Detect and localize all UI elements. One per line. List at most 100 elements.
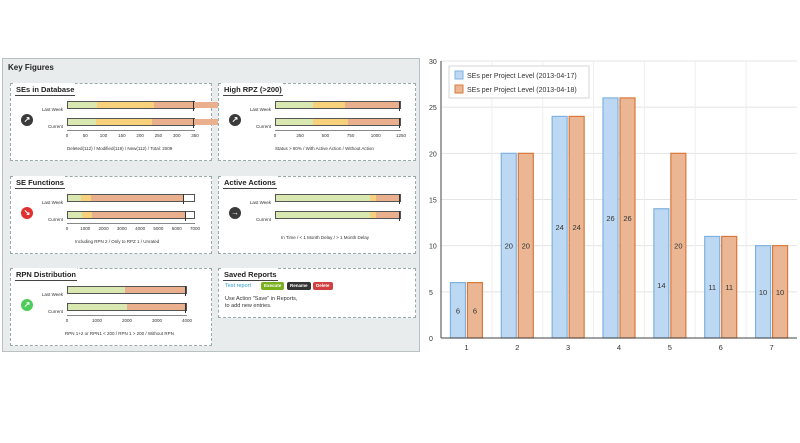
- target-marker: [398, 194, 400, 204]
- bar-segment: [345, 102, 400, 108]
- se-functions-caption: Including RPN 2 / Only to RPZ 1 / Unrate…: [75, 239, 160, 244]
- bar-segment: [376, 212, 400, 218]
- axis-tick-label: 3000: [116, 226, 127, 231]
- bar-segment: [370, 212, 377, 218]
- ses-caption: Deleted(112) / Modified(119) / New(112) …: [67, 146, 173, 151]
- axis-tick-label: 1000: [91, 318, 103, 323]
- bar-segment: [68, 212, 82, 218]
- bar-value-label: 11: [708, 283, 716, 292]
- bar-value-label: 6: [456, 306, 460, 315]
- axis-tick-label: 1000: [80, 226, 91, 231]
- bar-segment: [313, 102, 346, 108]
- bar-value-label: 24: [555, 223, 563, 232]
- target-marker: [398, 211, 400, 221]
- axis-tick-label: 250: [296, 133, 304, 138]
- current-bar: [275, 118, 401, 128]
- trend-arrow-icon: ↗: [229, 114, 241, 126]
- target-marker: [398, 118, 400, 128]
- bar-value-label: 20: [522, 242, 530, 251]
- x-tick-label: 1: [464, 343, 468, 352]
- grid: [441, 60, 797, 339]
- bar-segment: [276, 119, 314, 125]
- bar-value-label: 6: [473, 306, 477, 315]
- bar-value-label: 11: [725, 283, 733, 292]
- bar-value-label: 14: [657, 281, 665, 290]
- axis-tick-label: 1250: [395, 133, 407, 138]
- current-bar: [275, 211, 401, 221]
- axis-tick-label: 7000: [189, 226, 201, 231]
- axis-line: [67, 130, 195, 131]
- target-marker: [182, 194, 184, 204]
- legend-swatch: [454, 84, 464, 94]
- bar-segment: [68, 119, 96, 125]
- bar-segment: [313, 119, 348, 125]
- axis-tick-label: 350: [191, 133, 199, 138]
- last-week-bar: [67, 101, 223, 111]
- trend-down-icon: ↘: [21, 207, 33, 219]
- axis-tick-label: 2000: [121, 318, 133, 323]
- axis-tick-label: 150: [118, 133, 126, 138]
- target-marker: [184, 303, 186, 313]
- bar-segment: [153, 102, 223, 108]
- active-actions-box: Active Actions → Last Week Current In Ti…: [218, 176, 416, 254]
- bar: [653, 208, 670, 339]
- bar-segment: [96, 102, 154, 108]
- bar-value-label: 10: [759, 288, 767, 297]
- current-label: Current: [47, 217, 63, 222]
- bar-segment: [90, 195, 184, 201]
- last-week-bar: [275, 101, 401, 111]
- axis-tick-label: 250: [154, 133, 163, 138]
- bar-value-label: 26: [606, 214, 614, 223]
- key-figures-title: Key Figures: [8, 63, 54, 72]
- axis-line: [275, 130, 401, 131]
- legend-label: SEs per Project Level (2013-04-18): [467, 87, 577, 94]
- current-label: Current: [255, 124, 271, 129]
- axis-tick-label: 6000: [171, 226, 182, 231]
- bars: 6 6 20 20 24 24 26 26 14 20 11 11 10 10: [449, 97, 789, 339]
- trend-up-icon: ↗: [21, 299, 33, 311]
- x-tick-label: 3: [566, 343, 570, 352]
- bar-segment: [276, 212, 371, 218]
- execute-button[interactable]: Execute: [261, 282, 285, 290]
- high-rpz-box: High RPZ (>200) ↗ Last Week Current 0 250…: [218, 83, 416, 161]
- high-rpz-title: High RPZ (>200): [223, 83, 283, 96]
- axis-ticks: 0 250 500 750 1000 1250: [273, 133, 406, 139]
- last-week-label: Last Week: [41, 107, 63, 112]
- x-tick-label: 4: [617, 343, 621, 352]
- axis-line: [67, 315, 187, 316]
- last-week-label: Last Week: [41, 200, 63, 205]
- key-figures-panel: Key Figures SEs in Database ↗ Last Week …: [2, 58, 420, 352]
- y-tick-label: 5: [429, 290, 433, 297]
- current-label: Current: [47, 309, 63, 314]
- project-level-chart: 6 6 20 20 24 24 26 26 14 20 11 11 10 10 0 5 10 15 20 25 30 1…: [425, 56, 800, 356]
- target-marker: [184, 286, 186, 296]
- axis-tick-label: 3000: [151, 318, 163, 323]
- rpn-caption: RPN 1+2 or RPN1 < 200 / RPN 1 > 200 / Wi…: [65, 331, 174, 336]
- rename-button[interactable]: Rename: [287, 282, 311, 290]
- axis-ticks: 0 1000 2000 3000 4000: [66, 318, 192, 324]
- bar-segment: [68, 195, 81, 201]
- axes: 0 5 10 15 20 25 30 1 2 3 4 5 6 7: [429, 59, 797, 352]
- high-rpz-caption: Status > 80% / With Active Action / With…: [275, 146, 374, 151]
- saved-reports-title: Saved Reports: [223, 268, 278, 281]
- legend-box: [448, 65, 590, 99]
- delete-button[interactable]: Delete: [313, 282, 333, 290]
- bar-segment: [68, 304, 127, 310]
- axis-tick-label: 0: [273, 133, 277, 138]
- x-tick-label: 6: [719, 343, 723, 352]
- rpn-distribution-box: RPN Distribution ↗ Last Week Current 0 10…: [10, 268, 212, 346]
- saved-reports-box: Saved Reports Test report Execute Rename…: [218, 268, 416, 318]
- bar-value-label: 20: [505, 242, 513, 251]
- bar-segment: [127, 304, 186, 310]
- active-actions-caption: In Time / < 1 Month Delay / > 1 Month De…: [281, 235, 370, 240]
- bar-segment: [370, 195, 377, 201]
- active-actions-title: Active Actions: [223, 176, 277, 189]
- last-week-label: Last Week: [41, 292, 63, 297]
- last-week-label: Last Week: [249, 200, 271, 205]
- bar-segment: [68, 102, 97, 108]
- axis-tick-label: 4000: [181, 318, 193, 323]
- rpn-distribution-title: RPN Distribution: [15, 268, 77, 281]
- target-marker: [398, 101, 400, 111]
- test-report-link[interactable]: Test report: [225, 283, 251, 289]
